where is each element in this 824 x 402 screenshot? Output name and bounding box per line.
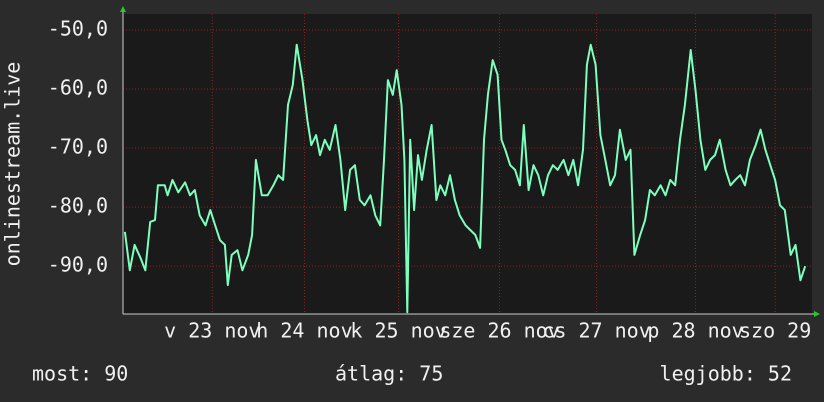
y-tick-label: -70,0 [48, 135, 108, 159]
y-axis-title: onlinestream.live [1, 62, 25, 267]
marks [123, 43, 807, 314]
x-tick-label: szo 29 [739, 319, 811, 343]
y-tick-label: -50,0 [48, 16, 108, 40]
stat-average: átlag: 75 [335, 362, 443, 386]
y-tick-label: -90,0 [48, 253, 108, 277]
axis-arrow [120, 6, 126, 12]
x-tick-label: p 28 nov [647, 319, 743, 343]
y-tick-label: -60,0 [48, 76, 108, 100]
x-tick-label: k 25 nov [350, 319, 446, 343]
y-tick-label: -80,0 [48, 194, 108, 218]
x-tick-label: sze 26 nov [439, 319, 559, 343]
x-tick-label: cs 27 nov [542, 319, 650, 343]
plot-area [123, 14, 812, 314]
stat-best: legjobb: 52 [660, 362, 792, 386]
x-tick-label: h 24 nov [256, 319, 352, 343]
axis-arrow [814, 311, 820, 317]
line-series [123, 43, 807, 314]
stat-current: most: 90 [32, 362, 128, 386]
grid [123, 14, 812, 314]
x-tick-label: v 23 nov [164, 319, 260, 343]
